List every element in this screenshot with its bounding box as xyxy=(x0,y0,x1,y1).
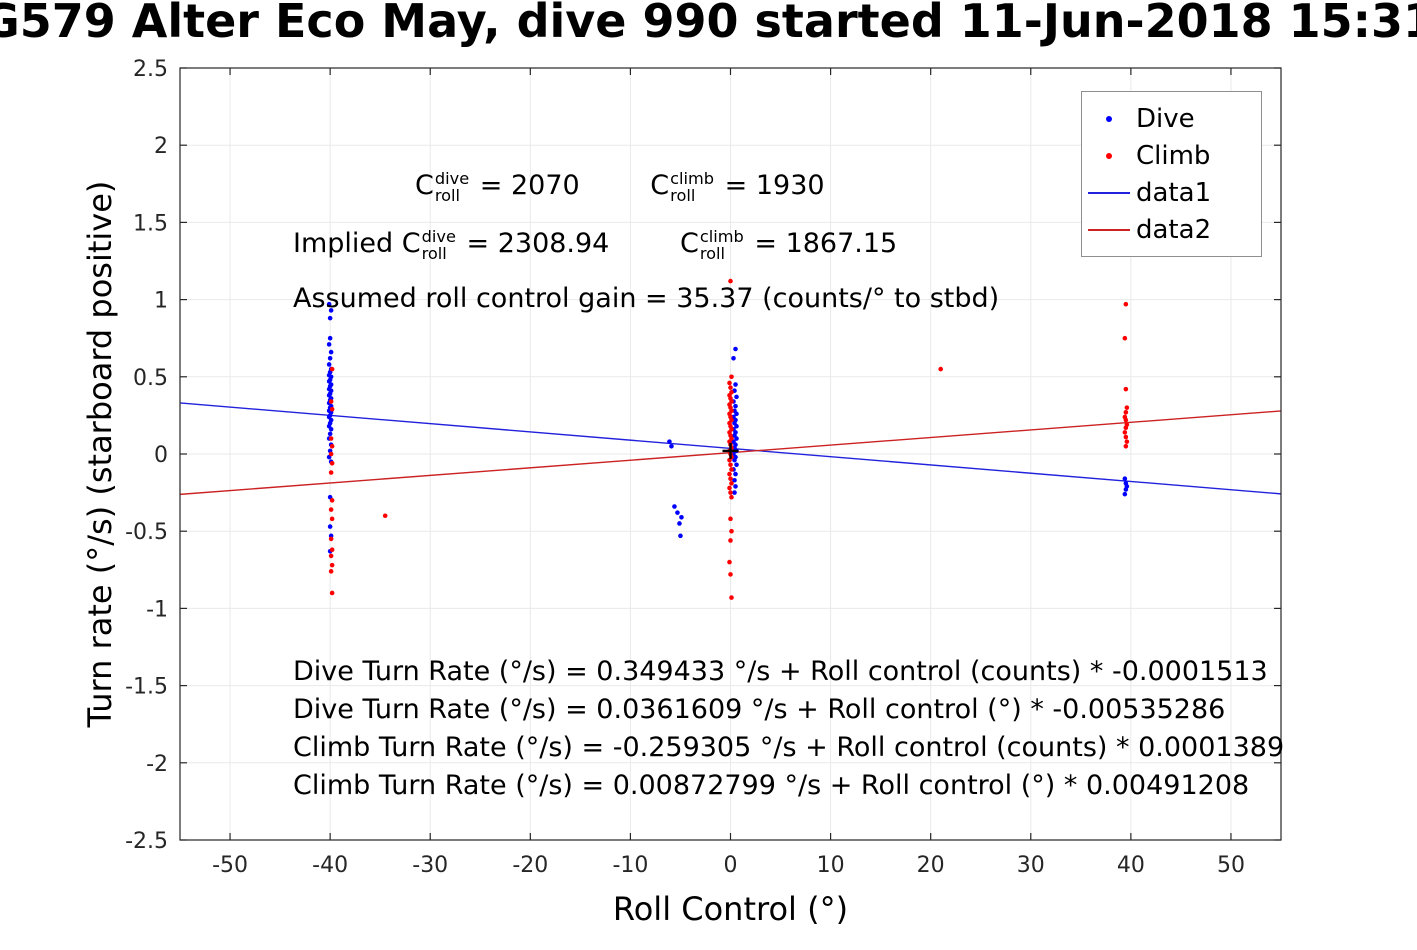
annotation-gain: Assumed roll control gain = 35.37 (count… xyxy=(293,283,1000,314)
legend-label: data1 xyxy=(1136,177,1212,208)
svg-text:0.5: 0.5 xyxy=(133,366,168,391)
svg-text:1: 1 xyxy=(154,289,168,314)
c-value: = 2070 xyxy=(471,170,580,201)
c-base: C xyxy=(401,228,421,259)
svg-text:2: 2 xyxy=(154,134,168,159)
svg-text:0: 0 xyxy=(724,853,738,878)
c-subsup: climb roll xyxy=(670,169,715,206)
legend-item-climb: Climb xyxy=(1082,137,1261,174)
equation-dive-counts: Dive Turn Rate (°/s) = 0.349433 °/s + Ro… xyxy=(293,656,1268,687)
chart-title: G579 Alter Eco May, dive 990 started 11-… xyxy=(0,0,1417,48)
data2-line-icon xyxy=(1082,228,1136,231)
c-value: = 1867.15 xyxy=(745,228,898,259)
svg-text:1.5: 1.5 xyxy=(133,211,168,236)
svg-text:-20: -20 xyxy=(512,853,548,878)
legend-item-data1: data1 xyxy=(1082,174,1261,211)
legend-item-data2: data2 xyxy=(1082,211,1261,248)
c-base: C xyxy=(679,228,699,259)
implied-prefix: Implied xyxy=(293,228,402,259)
x-axis-label: Roll Control (°) xyxy=(612,890,849,928)
dive-marker-icon xyxy=(1082,115,1136,122)
legend-label: Dive xyxy=(1136,103,1195,134)
svg-text:10: 10 xyxy=(817,853,845,878)
c-base: C xyxy=(650,170,670,201)
svg-text:-2.5: -2.5 xyxy=(125,829,168,854)
svg-text:-40: -40 xyxy=(312,853,348,878)
svg-text:-10: -10 xyxy=(612,853,648,878)
data1-line-icon xyxy=(1082,191,1136,194)
equation-climb-counts: Climb Turn Rate (°/s) = -0.259305 °/s + … xyxy=(293,732,1285,763)
svg-text:0: 0 xyxy=(154,443,168,468)
legend: Dive Climb data1 data2 xyxy=(1081,91,1262,257)
c-subsup: dive roll xyxy=(421,227,456,264)
c-value: = 2308.94 xyxy=(457,228,610,259)
c-base: C xyxy=(415,170,434,201)
svg-text:-30: -30 xyxy=(412,853,448,878)
legend-item-dive: Dive xyxy=(1082,100,1261,137)
svg-text:-1.5: -1.5 xyxy=(125,675,168,700)
legend-label: data2 xyxy=(1136,214,1212,245)
annotation-equations: Dive Turn Rate (°/s) = 0.349433 °/s + Ro… xyxy=(293,653,1284,805)
svg-text:-0.5: -0.5 xyxy=(125,520,168,545)
svg-text:-1: -1 xyxy=(146,597,168,622)
svg-text:2.5: 2.5 xyxy=(133,57,168,82)
c-value: = 1930 xyxy=(716,170,825,201)
svg-text:-2: -2 xyxy=(146,752,168,777)
equation-climb-degrees: Climb Turn Rate (°/s) = 0.00872799 °/s +… xyxy=(293,770,1250,801)
y-axis-label: Turn rate (°/s) (starboard positive) xyxy=(81,180,119,728)
svg-text:30: 30 xyxy=(1017,853,1045,878)
svg-text:20: 20 xyxy=(917,853,945,878)
svg-text:40: 40 xyxy=(1117,853,1145,878)
equation-dive-degrees: Dive Turn Rate (°/s) = 0.0361609 °/s + R… xyxy=(293,694,1226,725)
legend-label: Climb xyxy=(1136,140,1211,171)
svg-text:50: 50 xyxy=(1217,853,1245,878)
c-subsup: climb roll xyxy=(699,227,744,264)
svg-text:-50: -50 xyxy=(212,853,248,878)
c-subsup: dive roll xyxy=(434,169,470,206)
climb-marker-icon xyxy=(1082,152,1136,159)
